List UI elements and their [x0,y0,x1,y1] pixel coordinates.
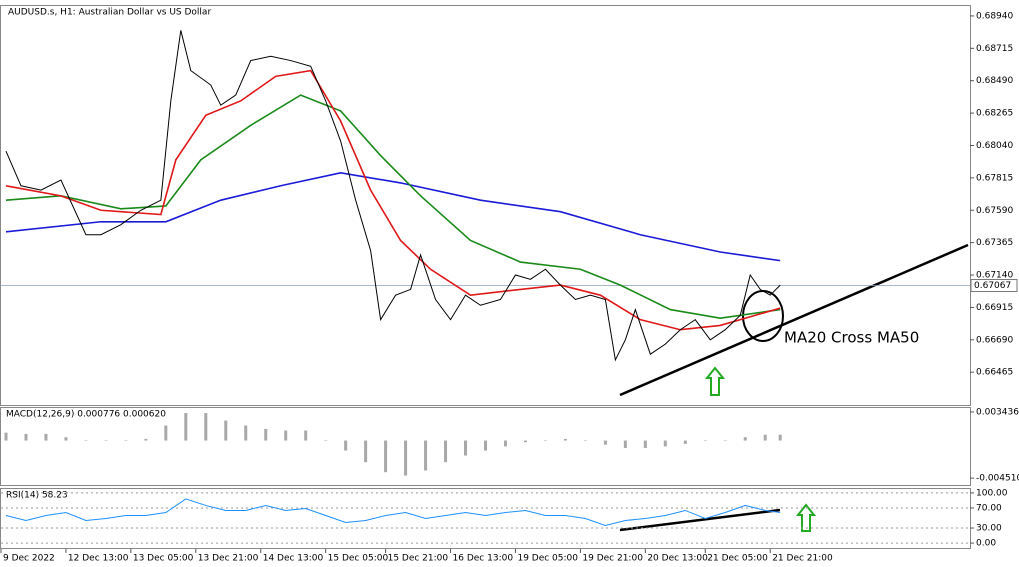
chart-title: AUDUSD.s, H1: Australian Dollar vs US Do… [8,8,211,18]
histogram-bar [643,440,647,449]
x-tick-label: 19 Dec 05:00 [517,554,578,564]
y-tick-label: -0.004510 [976,474,1019,484]
rsi-trend-line [619,508,781,532]
y-tick-label: 0.67140 [976,271,1013,281]
histogram-bar [703,440,707,442]
histogram-bar [24,433,28,441]
histogram-bar [583,440,587,442]
up-arrow [704,366,726,396]
histogram-bar [64,437,68,441]
y-tick-label: 0.68490 [976,76,1013,86]
histogram-bar [778,434,782,441]
histogram-bar [204,413,208,441]
y-tick-label: 0.00 [976,539,996,549]
y-tick-label: 0.67365 [976,238,1013,248]
y-tick-label: 100.00 [976,488,1008,498]
chart-title: MACD(12,26,9) 0.000776 0.000620 [6,410,166,420]
series-line [5,94,781,320]
up-arrow [795,503,817,532]
histogram-bar [284,430,288,441]
histogram-bar [503,440,507,447]
histogram-bar [384,440,388,473]
x-tick-label: 15 Dec 21:00 [388,554,449,564]
y-tick-label: 0.66915 [976,303,1013,313]
y-tick-label: 0.003436 [976,407,1019,417]
histogram-bar [723,440,727,442]
trend-line [619,243,969,397]
histogram-bar [144,438,148,441]
histogram-bar [603,440,607,445]
histogram-bar [464,440,468,456]
x-tick-label: 20 Dec 13:00 [647,554,708,564]
histogram-bar [304,430,308,441]
histogram-bar [444,440,448,463]
histogram-bar [663,440,667,447]
current-price-label: 0.67067 [974,281,1011,291]
series-line [5,172,781,262]
y-tick-label: 0.68715 [976,44,1013,54]
histogram-bar [344,440,348,451]
rsi-pane [0,488,971,549]
x-tick-label: 13 Dec 05:00 [133,554,194,564]
x-tick-label: 21 Dec 21:00 [772,554,833,564]
y-tick-label: 0.68040 [976,141,1013,151]
histogram-bar [124,440,128,442]
macd-pane [0,407,971,486]
histogram-bar [4,432,8,441]
histogram-bar [763,434,767,441]
histogram-bar [264,428,268,441]
y-tick-label: 0.67590 [976,206,1013,216]
histogram-bar [523,440,527,443]
y-tick-label: 30.00 [976,524,1002,534]
y-tick-label: 0.68265 [976,109,1013,119]
histogram-bar [224,420,228,441]
histogram-bar [184,413,188,441]
x-tick-label: 13 Dec 21:00 [198,554,259,564]
histogram-bar [84,440,88,442]
x-tick-label: 21 Dec 05:00 [707,554,768,564]
histogram-bar [404,440,408,476]
histogram-bar [244,425,248,441]
histogram-bar [683,440,687,444]
x-tick-label: 15 Dec 05:00 [328,554,389,564]
x-tick-label: 16 Dec 13:00 [453,554,514,564]
histogram-bar [104,440,108,442]
y-tick-label: 0.68940 [976,11,1013,21]
x-tick-label: 14 Dec 13:00 [263,554,324,564]
chart-title: RSI(14) 58.23 [6,491,68,501]
histogram-bar [364,440,368,463]
series-line [5,498,781,527]
histogram-bar [164,425,168,441]
main-pane [0,5,971,406]
histogram-bar [543,440,547,442]
histogram-bar [623,440,627,449]
histogram-bar [563,438,567,441]
x-tick-label: 19 Dec 21:00 [582,554,643,564]
y-tick-label: 0.67815 [976,173,1013,183]
x-tick-label: 12 Dec 13:00 [68,554,129,564]
histogram-bar [424,440,428,471]
y-tick-label: 70.00 [976,503,1002,513]
y-tick-label: 0.66690 [976,335,1013,345]
series-line [5,30,781,362]
x-tick-label: 9 Dec 2022 [3,554,55,564]
annotation: MA20 Cross MA50 [784,329,919,347]
histogram-bar [44,433,48,441]
y-tick-label: 0.66465 [976,368,1013,378]
histogram-bar [484,440,487,451]
current-price-box [970,279,1018,293]
histogram-bar [743,437,747,441]
series-line [5,69,781,331]
histogram-bar [324,440,328,442]
